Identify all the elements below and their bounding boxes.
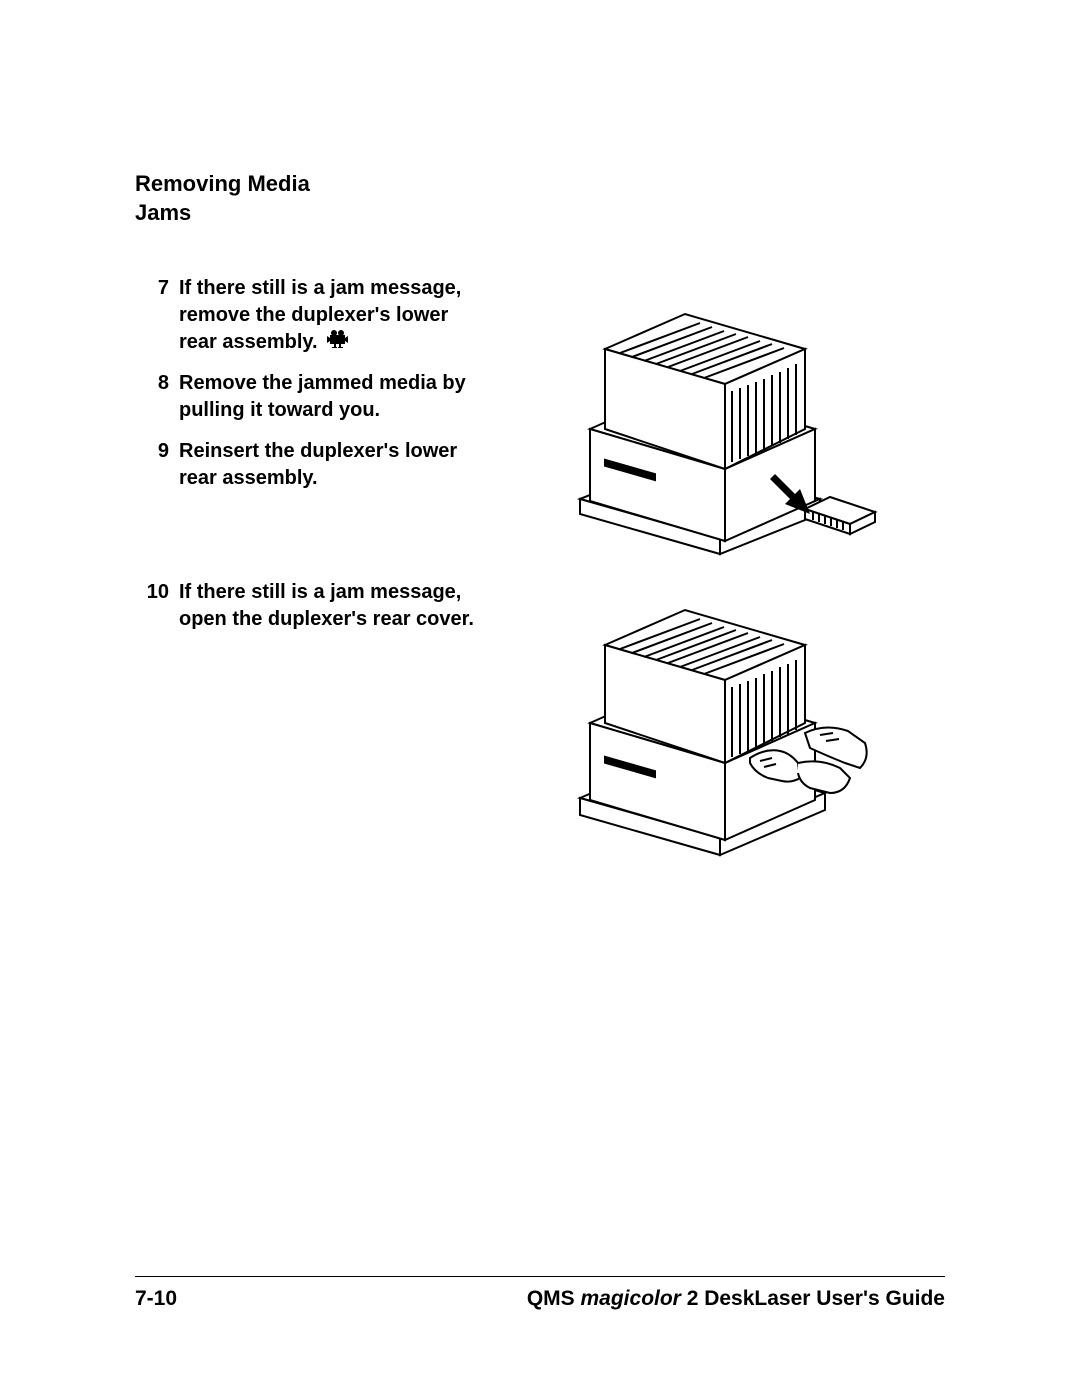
video-icon <box>327 329 349 356</box>
row-step-10: 10 If there still is a jam message, open… <box>135 579 945 863</box>
step-text: Remove the jammed media by pulling it to… <box>179 370 485 424</box>
section-title-line1: Removing Media <box>135 171 310 196</box>
steps-column-a: 7 If there still is a jam message, remov… <box>135 275 485 506</box>
section-title-line2: Jams <box>135 200 191 225</box>
footer-model: magicolor <box>581 1287 681 1310</box>
step-text: If there still is a jam message, open th… <box>179 579 485 633</box>
step-number: 8 <box>135 370 179 424</box>
step-10: 10 If there still is a jam message, open… <box>135 579 485 633</box>
illustration-bottom-col <box>485 579 945 863</box>
page-number: 7-10 <box>135 1287 177 1311</box>
illustration-top-col <box>485 275 945 559</box>
footer-rest: 2 DeskLaser User's Guide <box>681 1287 945 1310</box>
page-footer: 7-10 QMS magicolor 2 DeskLaser User's Gu… <box>135 1287 945 1311</box>
step-9: 9 Reinsert the duplexer's lower rear ass… <box>135 438 485 492</box>
step-7: 7 If there still is a jam message, remov… <box>135 275 485 356</box>
footer-rule <box>135 1276 945 1277</box>
section-title: Removing Media Jams <box>135 170 945 227</box>
footer-brand: QMS <box>527 1287 581 1310</box>
illustration-printer-duplexer-removed <box>550 279 880 559</box>
step-number: 7 <box>135 275 179 356</box>
illustration-printer-hands-rear-cover <box>550 583 880 863</box>
step-text: If there still is a jam message, remove … <box>179 275 485 356</box>
steps-column-b: 10 If there still is a jam message, open… <box>135 579 485 647</box>
step-8: 8 Remove the jammed media by pulling it … <box>135 370 485 424</box>
row-steps-7-9: 7 If there still is a jam message, remov… <box>135 275 945 559</box>
step-number: 9 <box>135 438 179 492</box>
step-text: Reinsert the duplexer's lower rear assem… <box>179 438 485 492</box>
footer-title: QMS magicolor 2 DeskLaser User's Guide <box>527 1287 945 1311</box>
step-number: 10 <box>135 579 179 633</box>
